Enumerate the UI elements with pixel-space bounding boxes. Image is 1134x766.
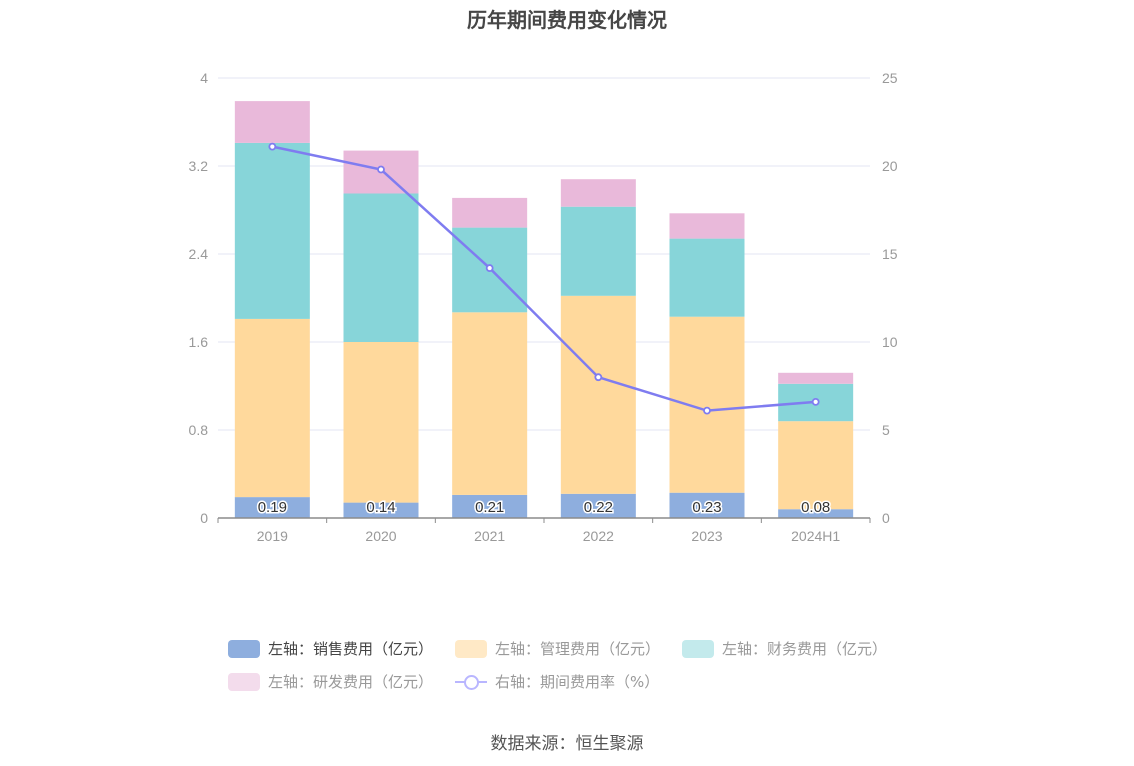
source-note: 数据来源：恒生聚源 [490,734,644,754]
y-right-tick-label: 15 [882,246,898,262]
legend-swatch-finance [682,639,715,658]
chart-legend: 左轴：销售费用（亿元） 左轴：管理费用（亿元） 左轴：财务费用（亿元） 左轴：研… [228,632,928,698]
y-right-tick-label: 0 [882,510,890,526]
expense-rate-point [377,165,385,174]
data-label-sales: 0.19 [258,499,287,516]
bar-segment-3 [778,372,854,384]
bar-segment-0 [343,502,419,518]
bar-segment-0 [234,497,310,518]
bar-segment-1 [669,316,745,493]
bar-segment-3 [452,197,528,228]
y-left-tick-label: 0.8 [189,422,209,438]
x-tick-label: 2023 [691,528,722,544]
y-right-tick-label: 10 [882,334,898,350]
data-label-sales: 0.22 [584,499,613,516]
bar-segment-2 [343,193,419,342]
bar-segment-3 [560,179,636,207]
bar-segment-1 [234,318,310,498]
legend-label-admin: 左轴：管理费用（亿元） [495,640,661,658]
legend-label-sales: 左轴：销售费用（亿元） [268,640,434,658]
bar-segment-0 [560,493,636,518]
y-right-tick-label: 5 [882,422,890,438]
x-tick-label: 2020 [365,528,396,544]
data-label-sales: 0.21 [475,499,504,516]
bar-segment-3 [234,101,310,143]
legend-item-expense-rate[interactable]: 右轴：期间费用率（%） [455,671,659,692]
bar-segment-1 [560,295,636,494]
legend-line-marker-icon [455,673,488,691]
legend-swatch-sales [228,639,260,658]
legend-swatch-admin [455,639,488,658]
y-left-tick-label: 1.6 [189,334,209,350]
legend-item-rnd[interactable]: 左轴：研发费用（亿元） [228,671,433,692]
expense-rate-point [485,264,494,272]
bar-segment-1 [778,421,854,510]
legend-item-admin[interactable]: 左轴：管理费用（亿元） [455,638,660,659]
expense-rate-point [811,397,820,406]
bar-segment-0 [778,509,854,518]
legend-label-expense-rate: 右轴：期间费用率（%） [495,673,660,691]
expense-rate-line [272,145,816,412]
y-right-tick-label: 20 [882,158,898,174]
bar-segment-2 [560,206,636,296]
bar-segment-1 [452,312,528,495]
data-label-sales: 0.14 [366,499,395,516]
y-left-tick-label: 3.2 [189,158,209,174]
y-left-tick-label: 2.4 [189,246,209,262]
legend-item-finance[interactable]: 左轴：财务费用（亿元） [682,638,887,659]
bar-segment-1 [343,342,419,503]
bar-segment-0 [452,494,528,518]
y-right-tick-label: 25 [882,70,898,86]
legend-label-finance: 左轴：财务费用（亿元） [722,640,888,658]
legend-label-rnd: 左轴：研发费用（亿元） [268,673,434,691]
data-label-sales: 0.23 [692,499,721,516]
data-label-sales: 0.08 [801,499,830,516]
x-tick-label: 2021 [474,528,505,544]
legend-item-sales[interactable]: 左轴：销售费用（亿元） [228,638,433,659]
bar-segment-3 [669,213,745,239]
x-tick-label: 2019 [257,528,288,544]
expense-rate-point [594,373,603,382]
chart-title: 历年期间费用变化情况 [467,8,667,32]
expense-rate-point [268,142,277,151]
y-left-tick-label: 0 [200,510,208,526]
x-tick-label: 2022 [583,528,614,544]
legend-swatch-rnd [228,672,260,691]
bar-segment-0 [669,492,745,518]
y-left-tick-label: 4 [200,70,208,86]
x-tick-label: 2024H1 [791,528,840,544]
bar-segment-2 [234,142,310,319]
bar-segment-2 [669,238,745,317]
expense-rate-point [703,406,711,415]
